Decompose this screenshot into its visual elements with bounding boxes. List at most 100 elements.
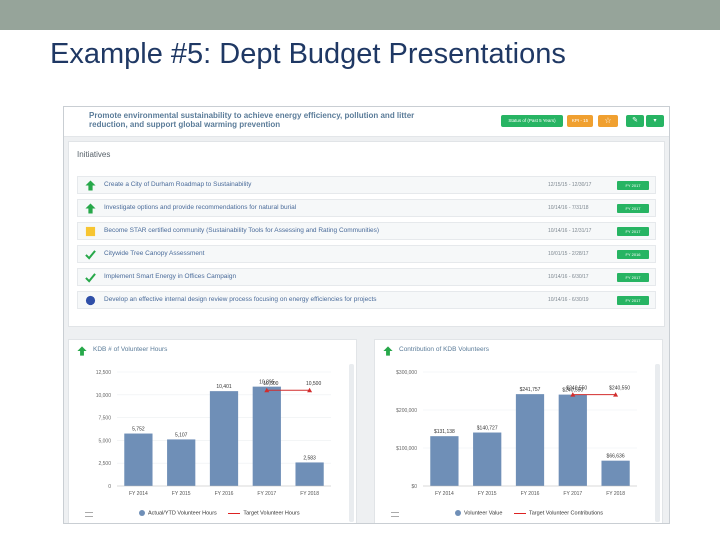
- kpi-button[interactable]: KPI - 15: [567, 115, 593, 127]
- bar: [473, 432, 502, 486]
- legend-item: Target Volunteer Hours: [243, 510, 300, 517]
- initiative-name[interactable]: Citywide Tree Canopy Assessment: [104, 250, 205, 257]
- data-label: $241,757: [520, 387, 541, 393]
- initiative-row[interactable]: Implement Smart Energy in Offices Campai…: [77, 268, 656, 286]
- target-point: [307, 387, 313, 393]
- initiative-name[interactable]: Develop an effective internal design rev…: [104, 296, 377, 303]
- data-label: 5,752: [132, 427, 145, 433]
- x-tick-label: FY 2016: [521, 491, 540, 497]
- target-point: [264, 387, 270, 393]
- x-tick-label: FY 2015: [172, 491, 191, 497]
- edit-button[interactable]: ✎: [626, 115, 644, 127]
- initiative-row[interactable]: Create a City of Durham Roadmap to Susta…: [77, 176, 656, 194]
- slide-top-bar: [0, 0, 720, 30]
- y-tick-label: $200,000: [396, 408, 417, 414]
- initiative-name[interactable]: Create a City of Durham Roadmap to Susta…: [104, 181, 252, 188]
- data-label: $66,636: [607, 454, 625, 460]
- target-label: $240,550: [566, 386, 587, 392]
- initiative-dates: 10/01/15 - 2/28/17: [548, 251, 589, 257]
- bar: [558, 394, 587, 486]
- fiscal-year-badge: FY 2017: [617, 296, 649, 305]
- target-label: 10,500: [306, 381, 322, 387]
- target-label: $240,550: [609, 386, 630, 392]
- volunteer-hours-panel: KDB # of Volunteer Hours 12,500 10,000 7,5…: [68, 339, 357, 523]
- x-tick-label: FY 2015: [478, 491, 497, 497]
- data-label: 10,401: [216, 384, 232, 390]
- initiative-row[interactable]: Citywide Tree Canopy Assessment 10/01/15…: [77, 245, 656, 263]
- y-tick-label: 10,000: [96, 393, 112, 399]
- chart-title: KDB # of Volunteer Hours: [93, 346, 168, 353]
- legend-line-icon: [513, 512, 526, 514]
- initiative-row[interactable]: Become STAR certified community (Sustain…: [77, 222, 656, 240]
- fiscal-year-badge: FY 2017: [617, 273, 649, 282]
- initiative-name[interactable]: Implement Smart Energy in Offices Campai…: [104, 273, 237, 280]
- x-tick-label: FY 2014: [435, 491, 454, 497]
- y-tick-label: 2,500: [98, 461, 111, 467]
- target-point: [570, 392, 576, 397]
- bar: [515, 394, 545, 486]
- initiative-dates: 10/14/16 - 7/31/18: [548, 205, 589, 211]
- x-tick-label: FY 2014: [129, 491, 148, 497]
- goal-header: Promote environmental sustainability to …: [64, 107, 669, 137]
- volunteer-hours-chart: 12,500 10,000 7,500 5,000 2,500 0 5,752 FY 2014…: [96, 370, 331, 497]
- initiative-name[interactable]: Become STAR certified community (Sustain…: [104, 227, 380, 234]
- up-arrow-icon: [85, 203, 96, 214]
- favorite-button[interactable]: ☆: [598, 115, 618, 127]
- status-button[interactable]: Status of (Past 5 Years): [501, 115, 563, 127]
- x-tick-label: FY 2016: [215, 491, 234, 497]
- slide-title: Example #5: Dept Budget Presentations: [50, 38, 566, 70]
- more-dropdown[interactable]: ▾: [646, 115, 664, 127]
- volunteer-contribution-chart: $300,000 $200,000 $100,000 $0 $131,138 FY 201…: [396, 370, 637, 497]
- checkmark-icon: [85, 250, 96, 260]
- fiscal-year-badge: FY 2016: [617, 250, 649, 259]
- yellow-square-icon: [85, 226, 96, 237]
- initiative-name[interactable]: Investigate options and provide recommen…: [104, 204, 297, 211]
- y-tick-label: $300,000: [396, 370, 417, 376]
- data-label: 2,583: [303, 455, 316, 461]
- bar: [209, 391, 239, 486]
- x-tick-label: FY 2017: [257, 491, 276, 497]
- chart-legend: Actual/YTD Volunteer Hours Target Volunt…: [139, 510, 300, 516]
- volunteer-contribution-panel: Contribution of KDB Volunteers $300,000 $…: [374, 339, 663, 523]
- initiative-row[interactable]: Investigate options and provide recommen…: [77, 199, 656, 217]
- blue-circle-icon: [85, 295, 96, 306]
- chart-menu-icon[interactable]: [391, 512, 399, 517]
- legend-item: Actual/YTD Volunteer Hours: [148, 510, 217, 517]
- scrollbar[interactable]: [655, 364, 660, 522]
- legend-dot-icon: [139, 510, 145, 516]
- data-label: 10,895: [259, 380, 275, 386]
- bar: [295, 462, 324, 486]
- initiative-dates: 10/14/16 - 12/31/17: [548, 228, 592, 234]
- chart-title: Contribution of KDB Volunteers: [399, 346, 489, 353]
- bar: [252, 386, 281, 486]
- legend-dot-icon: [455, 510, 461, 516]
- fiscal-year-badge: FY 2017: [617, 181, 649, 190]
- bar: [430, 436, 459, 486]
- x-tick-label: FY 2018: [300, 491, 319, 497]
- initiative-dates: 12/15/15 - 12/30/17: [548, 182, 592, 188]
- legend-line-icon: [228, 512, 241, 514]
- y-tick-label: $0: [411, 484, 417, 490]
- chart-legend: Volunteer Value Target Volunteer Contrib…: [455, 510, 603, 516]
- up-arrow-icon: [85, 180, 96, 191]
- legend-item: Volunteer Value: [464, 510, 503, 517]
- y-tick-label: 12,500: [96, 370, 112, 376]
- scrollbar[interactable]: [349, 364, 354, 522]
- bar: [167, 439, 196, 486]
- y-tick-label: 5,000: [98, 438, 111, 444]
- initiatives-title: Initiatives: [77, 150, 111, 159]
- initiative-row[interactable]: Develop an effective internal design rev…: [77, 291, 656, 309]
- goal-text: Promote environmental sustainability to …: [89, 111, 415, 129]
- up-arrow-icon: [77, 346, 87, 356]
- y-tick-label: $100,000: [396, 446, 417, 452]
- x-tick-label: FY 2018: [606, 491, 625, 497]
- bar: [601, 460, 630, 486]
- x-tick-label: FY 2017: [563, 491, 582, 497]
- initiative-dates: 10/14/16 - 6/30/19: [548, 297, 589, 303]
- data-label: $131,138: [434, 429, 455, 435]
- y-tick-label: 7,500: [98, 416, 111, 422]
- data-label: $240,550: [562, 388, 583, 394]
- chart-menu-icon[interactable]: [85, 512, 93, 517]
- dashboard-screenshot: Promote environmental sustainability to …: [63, 106, 670, 524]
- data-label: 5,107: [175, 432, 188, 438]
